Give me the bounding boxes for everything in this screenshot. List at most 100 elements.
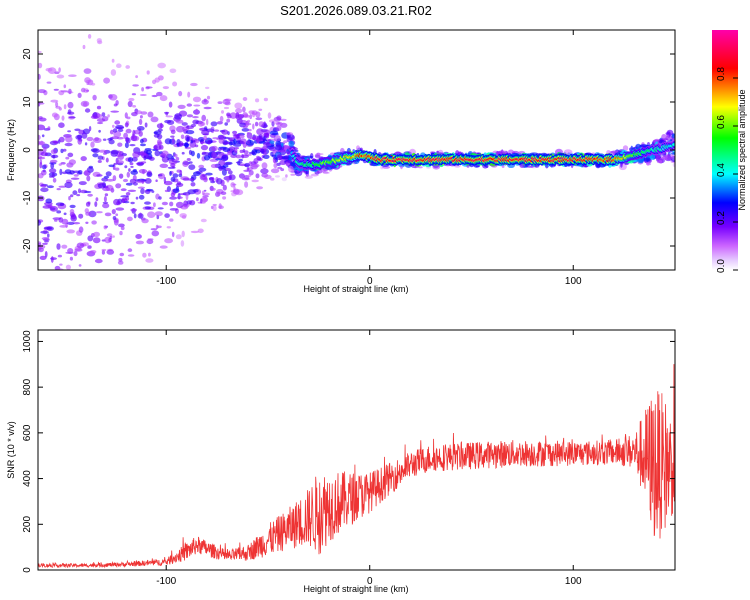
- heatmap-cell: [67, 101, 74, 109]
- heatmap-cell: [146, 239, 154, 245]
- heatmap-cell: [256, 186, 263, 190]
- heatmap-cell: [91, 82, 96, 86]
- heatmap-cell: [91, 220, 97, 225]
- heatmap-cell: [92, 153, 99, 158]
- heatmap-cell: [56, 268, 65, 270]
- heatmap-cell: [169, 218, 174, 222]
- heatmap-cell: [68, 88, 72, 95]
- heatmap-cell: [52, 154, 56, 159]
- heatmap-cell: [39, 140, 44, 146]
- snr-y-tick-label: 400: [22, 470, 33, 487]
- heatmap-cell: [98, 149, 107, 153]
- heatmap-cell: [201, 99, 209, 105]
- heatmap-cell: [213, 129, 220, 132]
- heatmap-cell: [93, 137, 102, 143]
- heatmap-cell: [285, 159, 292, 167]
- spectrogram-heatmap: [37, 34, 675, 316]
- heatmap-cell: [78, 264, 82, 267]
- heatmap-cell: [131, 156, 138, 162]
- heatmap-cell: [40, 300, 43, 304]
- heatmap-cell: [92, 94, 97, 101]
- heatmap-cell: [238, 173, 245, 179]
- heatmap-cell: [146, 171, 153, 178]
- heatmap-cell: [206, 95, 211, 100]
- heatmap-cell: [305, 155, 314, 159]
- snr-x-tick-label: 100: [565, 576, 582, 587]
- heatmap-cell: [110, 69, 117, 76]
- heatmap-cell: [118, 286, 126, 292]
- heatmap-cell: [63, 104, 67, 110]
- heatmap-cell: [157, 174, 163, 177]
- heatmap-cell: [146, 188, 154, 192]
- heatmap-cell: [37, 312, 44, 316]
- heatmap-cell: [77, 92, 82, 98]
- heatmap-cell: [84, 190, 92, 194]
- heatmap-cell: [96, 118, 106, 123]
- heatmap-cell: [156, 91, 163, 97]
- heatmap-cell: [200, 173, 208, 180]
- heatmap-cell: [138, 194, 145, 200]
- heatmap-cell: [48, 168, 57, 174]
- heatmap-cell: [77, 170, 83, 174]
- heatmap-cell: [41, 256, 45, 260]
- heatmap-cell: [143, 155, 147, 161]
- heatmap-cell: [242, 148, 246, 153]
- heatmap-cell: [661, 134, 667, 140]
- heatmap-cell: [115, 207, 125, 211]
- heatmap-cell: [221, 154, 229, 161]
- heatmap-cell: [69, 256, 73, 261]
- heatmap-cell: [50, 149, 58, 155]
- heatmap-cell: [58, 163, 62, 166]
- heatmap-cell: [159, 245, 168, 249]
- heatmap-cell: [172, 173, 179, 178]
- heatmap-cell: [76, 194, 81, 197]
- heatmap-cell: [170, 162, 176, 168]
- heatmap-cell: [190, 182, 196, 187]
- snr-y-tick-label: 800: [22, 378, 33, 395]
- heatmap-cell: [38, 219, 42, 226]
- heatmap-cell: [117, 154, 125, 161]
- heatmap-cell: [68, 159, 76, 165]
- heatmap-cell: [116, 136, 124, 140]
- heatmap-cell: [147, 238, 154, 241]
- heatmap-cell: [210, 121, 218, 127]
- heatmap-cell: [84, 77, 91, 84]
- heatmap-cell: [188, 149, 193, 155]
- heatmap-cell: [86, 136, 94, 142]
- heatmap-cell: [272, 149, 277, 154]
- heatmap-cell: [139, 115, 143, 119]
- heatmap-cell: [258, 108, 263, 112]
- heatmap-cell: [223, 136, 231, 140]
- heatmap-cell: [185, 193, 189, 201]
- heatmap-cell: [67, 130, 71, 133]
- heatmap-cell: [168, 101, 173, 108]
- heatmap-cell: [658, 160, 663, 164]
- heatmap-cell: [210, 180, 216, 184]
- heatmap-cell: [235, 161, 243, 164]
- heatmap-cell: [87, 245, 92, 249]
- heatmap-cell: [38, 247, 44, 253]
- heatmap-cell: [132, 129, 136, 136]
- heatmap-cell: [46, 204, 54, 208]
- heatmap-cell: [74, 248, 83, 252]
- heatmap-cell: [44, 240, 49, 243]
- heatmap-cell: [137, 213, 144, 219]
- heatmap-cell: [185, 130, 195, 135]
- heatmap-cell: [118, 173, 124, 179]
- heatmap-cell: [154, 211, 163, 217]
- heatmap-cell: [56, 210, 62, 214]
- colorbar-ticks: 0.0 0.2 0.4 0.6 0.8: [716, 67, 738, 273]
- heatmap-cell: [64, 169, 72, 174]
- heatmap-cell: [73, 174, 79, 177]
- heatmap-cell: [238, 158, 243, 162]
- heatmap-cell: [646, 162, 652, 166]
- heatmap-cell: [232, 188, 240, 195]
- heatmap-cell: [161, 150, 169, 158]
- heatmap-cell: [103, 175, 110, 179]
- heatmap-cell: [276, 154, 283, 161]
- heatmap-cell: [86, 175, 91, 182]
